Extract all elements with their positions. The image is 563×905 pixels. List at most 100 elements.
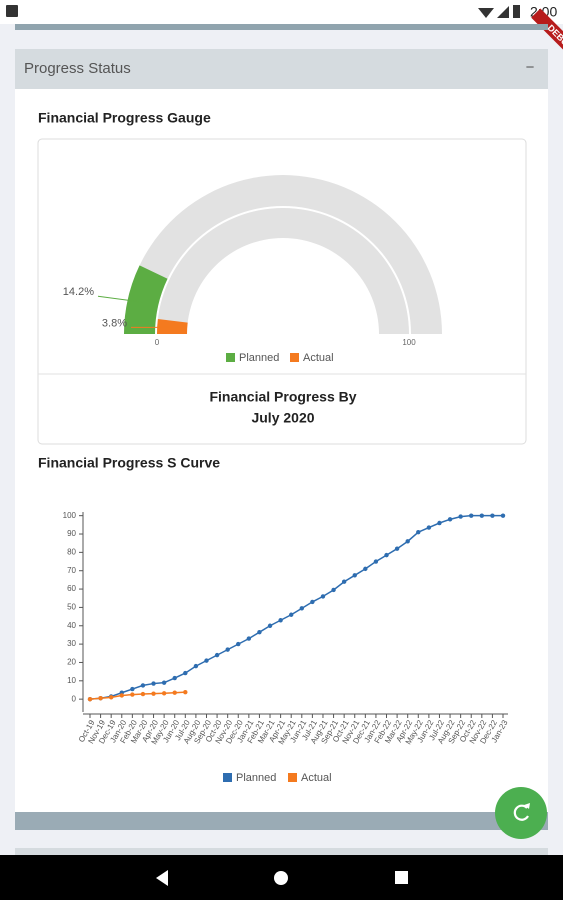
data-point: [416, 529, 421, 535]
data-point: [140, 683, 146, 688]
debug-ribbon: [531, 8, 563, 68]
data-point: [352, 573, 357, 578]
legend-swatch: [290, 353, 299, 362]
data-point: [405, 539, 410, 544]
data-point: [172, 690, 177, 695]
gauge-track: [124, 175, 442, 334]
data-point: [299, 606, 304, 611]
next-panel: [15, 848, 548, 855]
panel-title: Progress Status: [24, 60, 131, 77]
y-tick-label: 20: [67, 658, 76, 667]
series-line: [89, 514, 503, 700]
nav-back[interactable]: [156, 870, 168, 886]
signal-icon: [497, 6, 509, 18]
data-point: [183, 670, 188, 676]
data-point: [236, 641, 241, 647]
data-point: [214, 652, 220, 658]
y-tick-label: 10: [67, 676, 76, 685]
refresh-button[interactable]: [495, 787, 547, 839]
gauge-caption: July 2020: [251, 410, 314, 426]
data-point: [225, 647, 230, 652]
nav-recents[interactable]: [395, 871, 408, 884]
data-point: [151, 691, 156, 696]
bottom-divider: [15, 812, 548, 830]
status-icon: [6, 5, 18, 17]
data-point: [384, 552, 389, 558]
data-point: [426, 525, 432, 530]
collapse-icon[interactable]: −: [526, 59, 535, 76]
legend-label: Actual: [303, 352, 334, 364]
data-point: [373, 559, 379, 564]
data-point: [331, 587, 336, 593]
gauge-tick-label: 100: [402, 338, 416, 347]
y-tick-label: 90: [67, 529, 76, 538]
refresh-arrow: [524, 803, 530, 809]
legend-swatch: [223, 773, 232, 782]
wifi-icon: [478, 8, 494, 18]
data-point: [320, 594, 326, 599]
battery-icon: [513, 5, 520, 18]
data-point: [310, 599, 315, 605]
data-point: [161, 691, 167, 696]
data-point: [437, 520, 442, 526]
gauge-value-label: 14.2%: [63, 286, 94, 298]
gauge-tick-label: 0: [155, 338, 160, 347]
y-tick-label: 80: [67, 547, 76, 556]
data-point: [246, 636, 252, 641]
data-point: [161, 680, 167, 685]
y-tick-label: 50: [67, 603, 76, 612]
data-point: [363, 566, 368, 572]
data-point: [341, 579, 347, 584]
data-point: [183, 689, 188, 695]
data-point: [447, 517, 453, 522]
s-curve-title: Financial Progress S Curve: [38, 455, 220, 471]
data-point: [469, 513, 474, 518]
top-divider: [15, 24, 548, 30]
legend-label: Actual: [301, 772, 332, 784]
data-point: [289, 612, 294, 617]
data-point: [172, 675, 177, 681]
data-point: [98, 696, 103, 701]
gauge-arc: [157, 318, 188, 334]
data-point: [119, 693, 124, 698]
data-point: [394, 546, 400, 551]
y-tick-label: 30: [67, 639, 76, 648]
gauge-value-label: 3.8%: [102, 317, 127, 329]
gauge-title: Financial Progress Gauge: [38, 110, 211, 126]
data-point: [267, 623, 273, 628]
data-point: [490, 513, 495, 518]
legend-swatch: [288, 773, 297, 782]
data-point: [140, 691, 146, 697]
y-tick-label: 0: [72, 694, 77, 703]
data-point: [151, 681, 156, 686]
y-tick-label: 60: [67, 584, 76, 593]
y-tick-label: 100: [63, 511, 77, 520]
data-point: [130, 686, 135, 692]
data-point: [479, 513, 485, 518]
data-point: [108, 695, 114, 700]
legend-swatch: [226, 353, 235, 362]
data-point: [500, 513, 506, 518]
data-point: [278, 618, 283, 623]
refresh-icon: [513, 804, 529, 821]
gauge-caption: Financial Progress By: [209, 389, 356, 405]
gauge-track: [157, 208, 409, 334]
y-tick-label: 40: [67, 621, 76, 630]
status-bar: [0, 0, 563, 24]
y-tick-label: 70: [67, 566, 76, 575]
nav-home[interactable]: [274, 871, 288, 885]
data-point: [193, 663, 199, 669]
label-leader: [97, 295, 144, 303]
legend-label: Planned: [236, 772, 276, 784]
data-point: [458, 514, 463, 519]
data-point: [87, 696, 93, 702]
data-point: [130, 692, 135, 697]
data-point: [204, 658, 209, 663]
legend-label: Planned: [239, 352, 279, 364]
data-point: [257, 629, 262, 635]
gauge-arc: [124, 265, 168, 334]
gauge-card: [37, 138, 527, 445]
series-line: [89, 691, 186, 700]
panel-header[interactable]: [15, 49, 548, 89]
